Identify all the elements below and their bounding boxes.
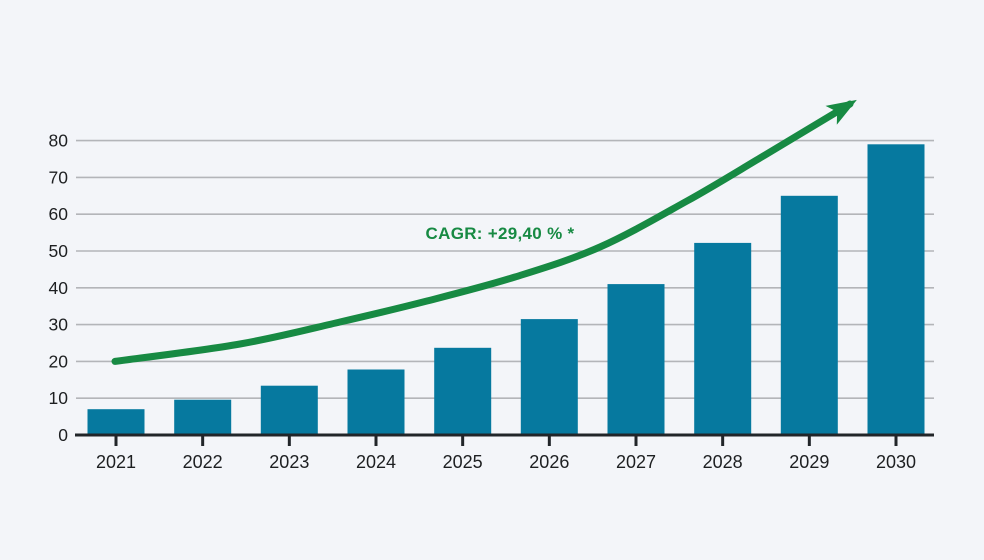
bar-2029 [780,195,838,435]
bar-2025 [434,347,492,435]
y-tick-label: 0 [58,425,68,445]
y-tick-label: 20 [49,351,69,371]
x-tick-label: 2028 [703,452,743,472]
y-tick-label: 70 [49,167,69,187]
cagr-annotation: CAGR: +29,40 % * [425,224,575,243]
x-tick-label: 2027 [616,452,656,472]
x-tick-label: 2024 [356,452,396,472]
x-tick-label: 2023 [269,452,309,472]
bar-2026 [520,319,578,435]
bar-2021 [87,409,145,435]
y-tick-label: 40 [49,278,69,298]
bar-2023 [260,385,318,435]
bar-2027 [607,284,665,435]
trend-curve [111,99,857,365]
x-tick-label: 2030 [876,452,916,472]
x-tick-label: 2021 [96,452,136,472]
y-tick-label: 10 [49,388,69,408]
y-tick-label: 30 [49,315,69,335]
x-tick-label: 2022 [183,452,223,472]
y-tick-label: 50 [49,241,69,261]
x-tick-label: 2026 [529,452,569,472]
x-tick-label: 2025 [443,452,483,472]
bar-2022 [174,399,232,435]
y-tick-label: 60 [49,204,69,224]
bar-2030 [867,144,925,436]
x-tick-label: 2029 [789,452,829,472]
y-tick-label: 80 [49,131,69,151]
bar-2028 [694,242,752,435]
bar-2024 [347,369,405,435]
